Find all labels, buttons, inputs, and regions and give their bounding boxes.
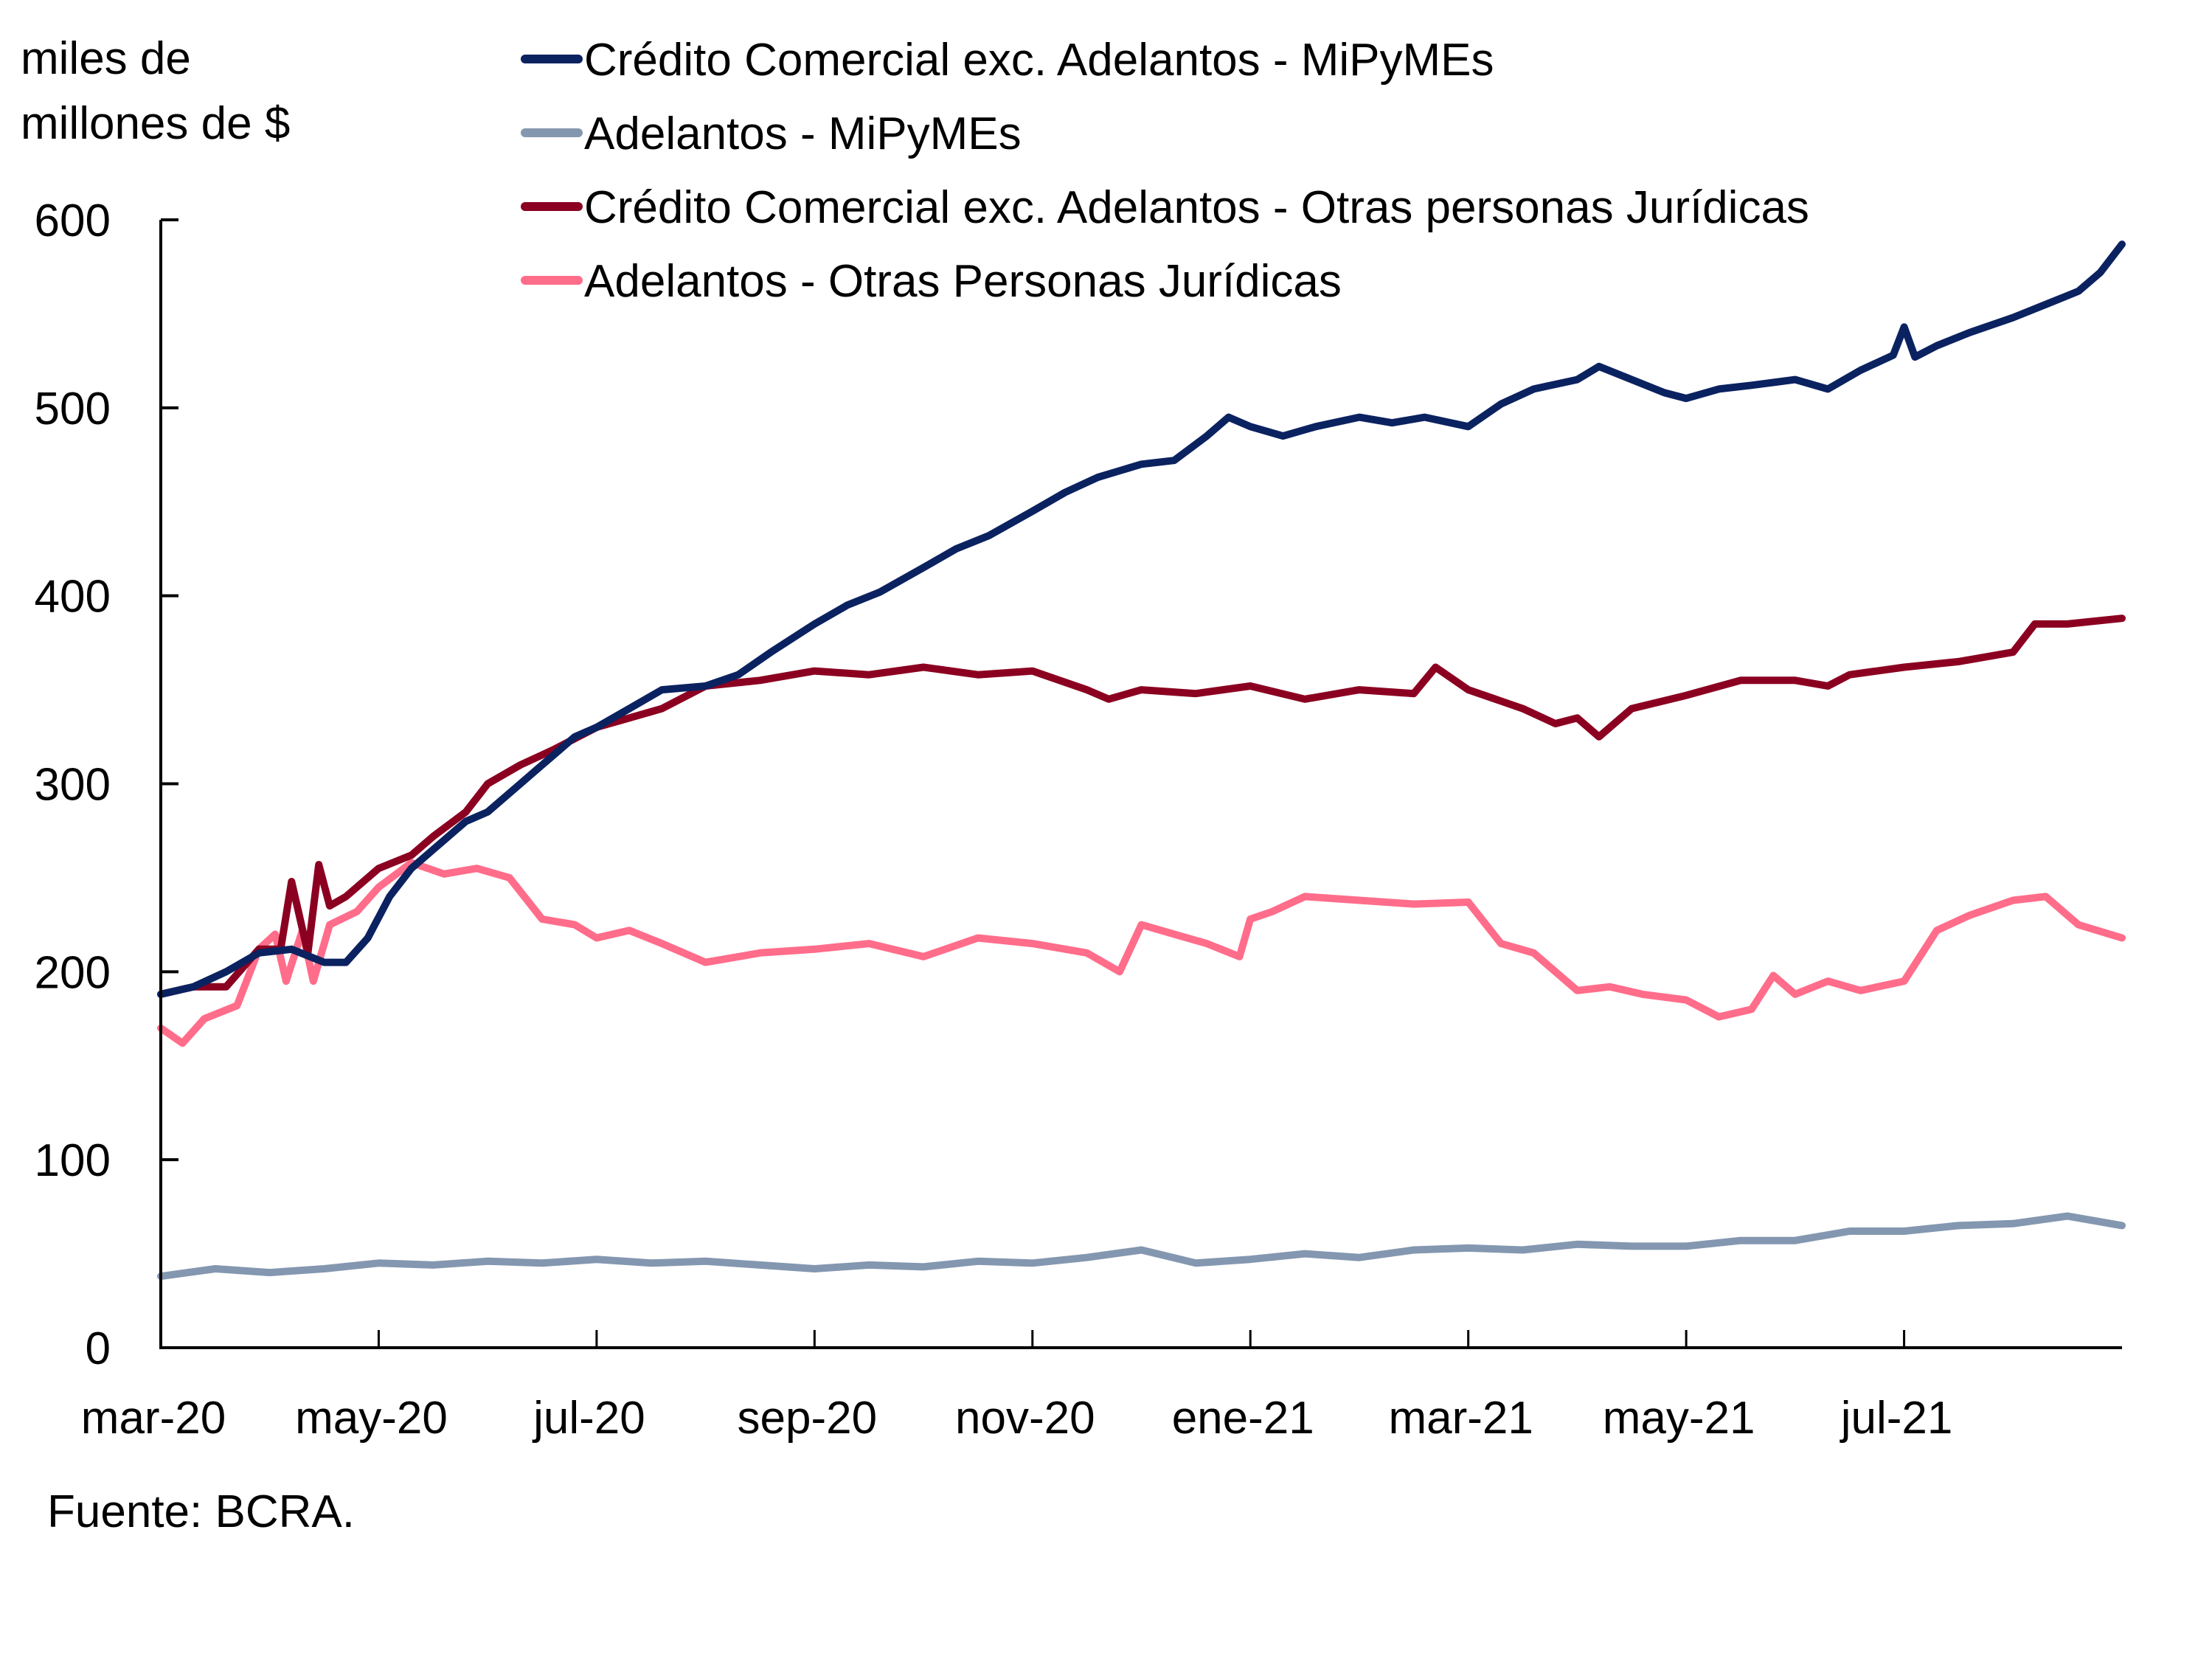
- x-axis-ticks: mar-20 may-20 jul-20 sep-20 nov-20 ene-21 mar-…: [81, 1330, 1953, 1444]
- legend-label: Adelantos - Otras Personas Jurídicas: [584, 256, 1342, 307]
- legend-item: Adelantos - Otras Personas Jurídicas: [521, 256, 1342, 307]
- y-tick-label: 0: [86, 1323, 111, 1374]
- y-tick-label: 200: [35, 947, 111, 998]
- x-tick-label: mar-20: [81, 1393, 226, 1444]
- y-tick-label: 400: [35, 572, 111, 623]
- legend-label: Adelantos - MiPyMEs: [584, 108, 1022, 159]
- x-tick-label: mar-21: [1388, 1393, 1533, 1444]
- series-line-adelantos-otras-personas-juridicas: [157, 859, 2126, 1047]
- legend: Crédito Comercial exc. Adelantos - MiPyM…: [521, 35, 1809, 307]
- series-line-credito-comercial-exc-adelantos-mipymes: [157, 240, 2126, 998]
- x-tick-label: ene-21: [1172, 1393, 1314, 1444]
- legend-item: Adelantos - MiPyMEs: [521, 108, 1022, 159]
- legend-label: Crédito Comercial exc. Adelantos - Otras…: [584, 182, 1809, 233]
- x-tick-label: jul-20: [532, 1393, 645, 1444]
- series-line-adelantos-mipymes: [157, 1212, 2126, 1281]
- legend-item: Crédito Comercial exc. Adelantos - Otras…: [521, 182, 1809, 233]
- y-axis-ticks: 0 100 200 300 400 500 600: [35, 195, 178, 1374]
- x-tick-label: may-20: [295, 1393, 448, 1444]
- y-tick-label: 300: [35, 760, 111, 811]
- series-layer: [157, 240, 2126, 1281]
- x-tick-label: jul-21: [1840, 1393, 1953, 1444]
- legend-label: Crédito Comercial exc. Adelantos - MiPyM…: [584, 35, 1494, 86]
- y-axis-title-line-2: millones de $: [21, 98, 290, 149]
- legend-item: Crédito Comercial exc. Adelantos - MiPyM…: [521, 35, 1494, 86]
- x-tick-label: nov-20: [955, 1393, 1095, 1444]
- y-axis-title-line-1: miles de: [21, 33, 191, 84]
- y-tick-label: 600: [35, 195, 111, 246]
- x-tick-label: may-21: [1603, 1393, 1755, 1444]
- x-tick-label: sep-20: [738, 1393, 878, 1444]
- y-axis-title: miles de millones de $: [21, 33, 290, 149]
- y-tick-label: 500: [35, 384, 111, 434]
- source-note: Fuente: BCRA.: [47, 1486, 355, 1537]
- series-line-credito-comercial-exc-adelantos-otras-personas-juridicas: [157, 614, 2126, 998]
- y-tick-label: 100: [35, 1135, 111, 1186]
